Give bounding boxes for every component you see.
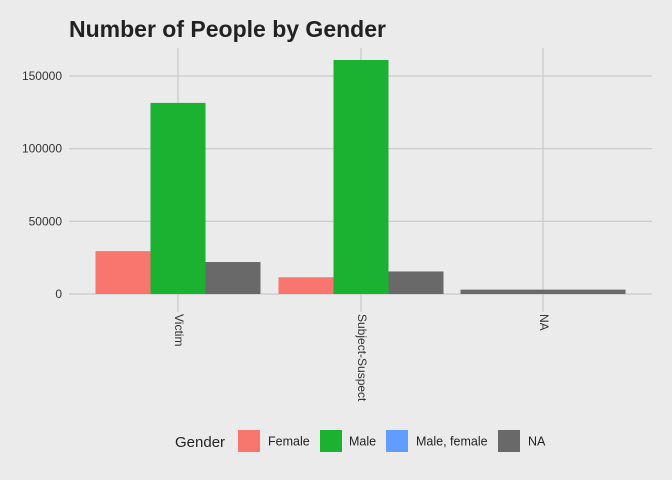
y-tick-label: 100000 xyxy=(22,142,62,156)
legend: Gender Female Male Male, female NA xyxy=(175,430,546,452)
x-tick-label: Victim xyxy=(172,314,186,346)
legend-label: NA xyxy=(528,435,546,449)
legend-title: Gender xyxy=(175,434,225,451)
bar-na-na xyxy=(460,289,626,294)
legend-label: Male xyxy=(349,435,376,449)
bar-victim-female xyxy=(95,251,151,294)
bar-subject-suspect-na xyxy=(388,271,444,294)
bar-victim-na xyxy=(205,262,261,294)
y-axis-ticks: 0 50000 100000 150000 xyxy=(22,69,62,301)
legend-key xyxy=(238,430,260,452)
chart-title: Number of People by Gender xyxy=(69,16,386,42)
bars xyxy=(95,60,626,295)
y-tick-label: 150000 xyxy=(22,69,62,83)
x-axis-ticks: Victim Subject-Suspect NA xyxy=(172,314,551,402)
y-tick-label: 0 xyxy=(55,287,62,301)
bar-subject-suspect-male xyxy=(333,60,389,294)
legend-label: Male, female xyxy=(416,435,488,449)
y-tick-label: 50000 xyxy=(29,214,63,228)
x-tick-label: Subject-Suspect xyxy=(355,314,369,402)
legend-key xyxy=(320,430,342,452)
legend-key xyxy=(498,430,520,452)
legend-label: Female xyxy=(268,435,310,449)
bar-subject-suspect-female xyxy=(278,277,334,294)
x-tick-label: NA xyxy=(537,314,551,331)
bar-victim-male xyxy=(150,102,206,295)
legend-key xyxy=(386,430,408,452)
